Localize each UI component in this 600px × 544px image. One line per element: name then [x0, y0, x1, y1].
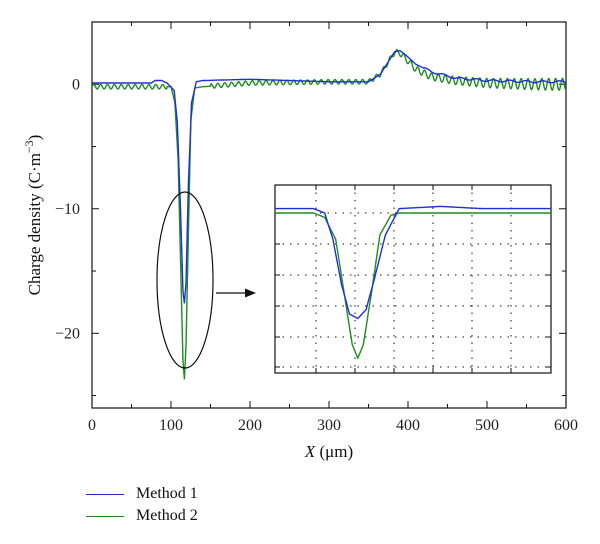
- x-tick-label-6: 600: [554, 417, 578, 434]
- y-tick-label-0: 0: [72, 76, 80, 93]
- x-axis-label: X (μm): [304, 442, 353, 461]
- inset-line-method-1: [275, 205, 551, 320]
- y-tick-label-2: −20: [55, 325, 80, 342]
- inset-series: [275, 205, 551, 360]
- series-line-method-1: [92, 49, 567, 304]
- x-tick-label-2: 200: [238, 417, 262, 434]
- legend-swatch-method-1: [86, 493, 124, 495]
- x-tick-label-1: 100: [159, 417, 183, 434]
- inset-grid: [275, 185, 551, 373]
- x-tick-label-4: 400: [396, 417, 420, 434]
- x-tick-label-0: 0: [88, 417, 96, 434]
- series-lines: [91, 48, 567, 380]
- y-axis-label: Charge density (C·m−3): [22, 135, 44, 296]
- highlight-ellipse: [156, 191, 214, 369]
- legend-item-method-1: Method 1: [86, 483, 198, 505]
- legend-label-method-1: Method 1: [136, 485, 198, 502]
- tick-labels: 0 100 200 300 400 500 600 0 −10 −20: [55, 76, 578, 434]
- legend-swatch-method-2: [86, 515, 124, 517]
- arrow-head: [245, 288, 256, 298]
- x-tick-label-5: 500: [475, 417, 499, 434]
- legend: Method 1 Method 2: [86, 483, 198, 527]
- x-tick-label-3: 300: [317, 417, 341, 434]
- y-tick-label-1: −10: [55, 201, 80, 218]
- legend-item-method-2: Method 2: [86, 505, 198, 527]
- inset-line-method-2: [275, 212, 551, 360]
- legend-label-method-2: Method 2: [136, 507, 198, 524]
- axis-ticks: [91, 21, 567, 408]
